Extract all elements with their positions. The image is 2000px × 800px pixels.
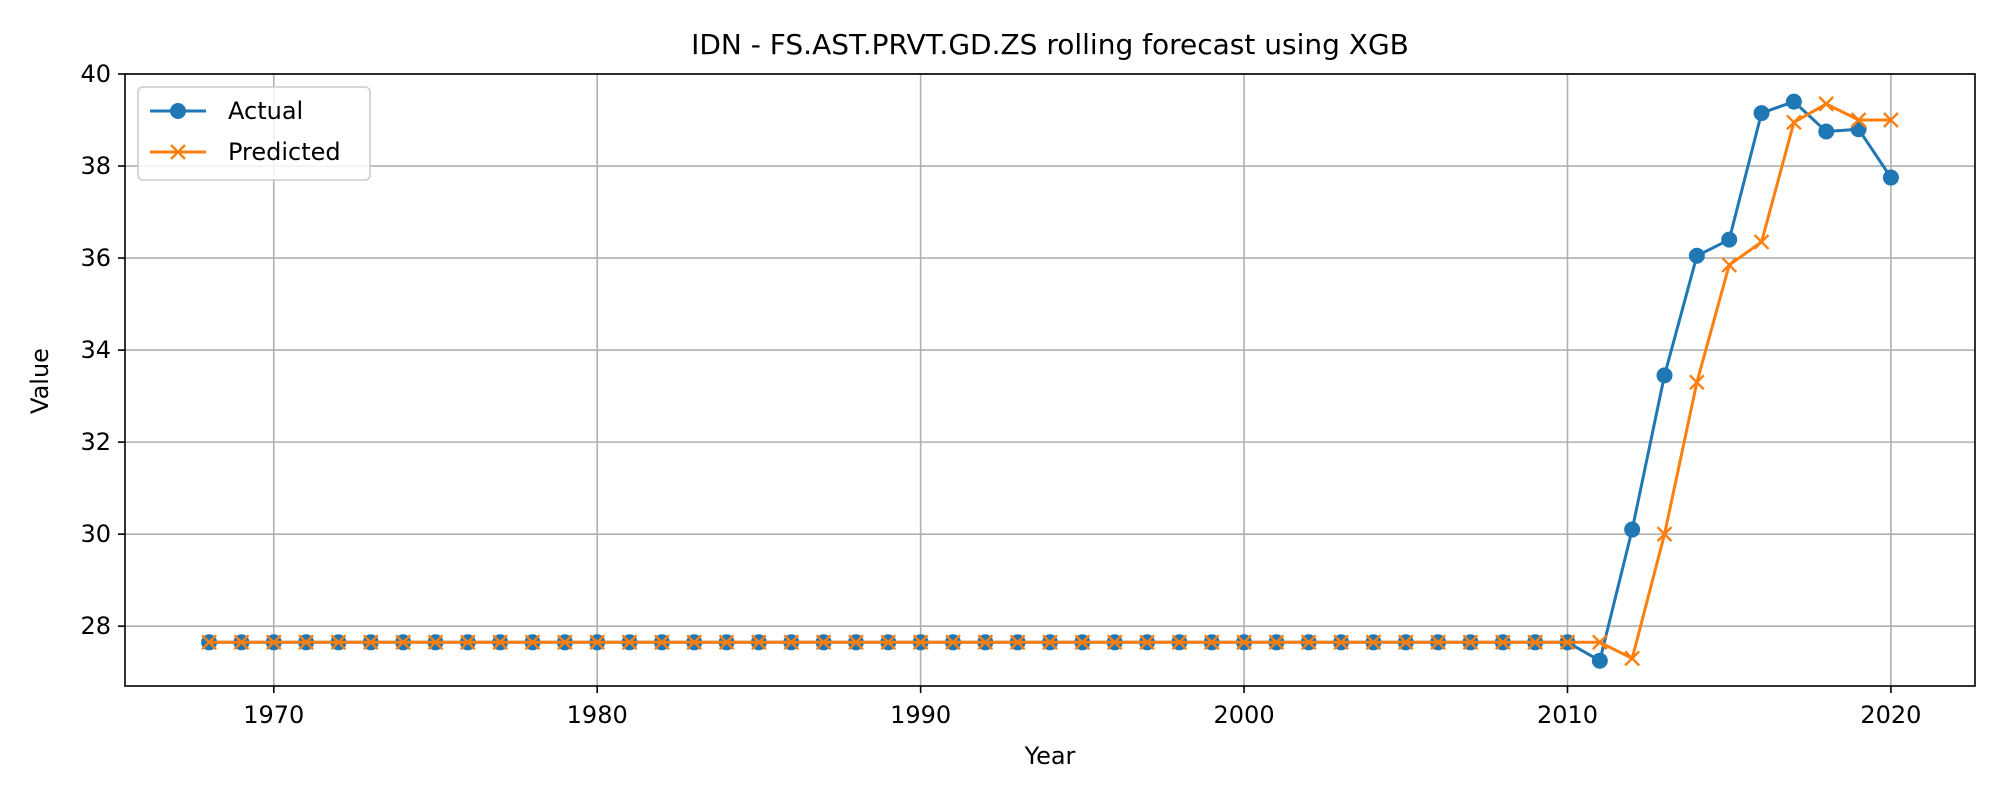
data-point-predicted (1074, 634, 1091, 651)
legend-actual-marker (170, 103, 186, 119)
data-point-actual (1753, 105, 1770, 122)
y-tick-label: 34 (80, 336, 111, 364)
data-point-predicted (1559, 634, 1576, 651)
data-point-predicted (1139, 634, 1155, 651)
data-point-predicted (977, 634, 994, 651)
data-point-actual (1882, 169, 1899, 186)
data-point-actual (1818, 123, 1835, 140)
data-point-predicted (1818, 96, 1835, 112)
data-point-actual (1785, 93, 1802, 110)
data-point-predicted (492, 634, 509, 651)
data-point-predicted (362, 634, 379, 651)
data-point-predicted (1236, 634, 1252, 651)
data-point-predicted (201, 634, 217, 651)
chart-title: IDN - FS.AST.PRVT.GD.ZS rolling forecast… (691, 28, 1409, 61)
data-point-predicted (1365, 634, 1382, 651)
data-point-predicted (1171, 634, 1188, 651)
x-tick-label: 1990 (890, 701, 951, 729)
x-tick-label: 1970 (243, 701, 304, 729)
data-point-predicted (783, 634, 800, 651)
data-point-predicted (1268, 634, 1285, 651)
data-point-actual (1591, 652, 1608, 669)
data-point-predicted (427, 634, 444, 651)
data-point-predicted (1591, 634, 1608, 651)
data-point-actual (1656, 367, 1673, 384)
y-tick-label: 38 (80, 152, 111, 180)
y-tick-label: 36 (80, 244, 111, 272)
data-point-predicted (1527, 634, 1543, 651)
data-point-predicted (1462, 634, 1479, 651)
data-point-predicted (589, 634, 606, 651)
data-point-predicted (1624, 650, 1641, 667)
legend-predicted-marker (170, 144, 186, 160)
data-point-predicted (912, 634, 929, 651)
legend-actual-label: Actual (228, 97, 303, 125)
data-point-predicted (1850, 112, 1867, 128)
x-tick-label: 2010 (1537, 701, 1598, 729)
data-point-actual (1850, 121, 1867, 138)
data-point-predicted (557, 634, 573, 651)
data-point-predicted (686, 634, 703, 651)
data-point-predicted (718, 634, 735, 651)
x-axis-title: Year (1024, 742, 1076, 770)
data-point-predicted (1494, 634, 1511, 651)
data-point-actual (1721, 231, 1738, 248)
data-point-actual (1688, 247, 1705, 264)
axis-ticks: 1970 1980 1990 2000 2010 2020 28 30 32 34 36 38 40 (80, 60, 1921, 729)
data-point-predicted (330, 634, 347, 651)
data-point-predicted (1106, 634, 1123, 651)
data-point-predicted (848, 634, 864, 651)
x-tick-label: 2000 (1214, 701, 1275, 729)
data-point-predicted (1397, 634, 1414, 651)
data-point-predicted (621, 634, 638, 651)
data-point-predicted (1430, 634, 1446, 651)
data-point-predicted (654, 634, 670, 651)
data-point-predicted (1009, 634, 1026, 651)
y-tick-label: 40 (80, 60, 111, 88)
data-point-actual (1624, 521, 1641, 538)
data-point-predicted (1753, 234, 1770, 250)
data-point-predicted (1042, 634, 1058, 651)
data-point-predicted (395, 634, 411, 651)
x-tick-label: 1980 (567, 701, 628, 729)
legend: Actual Predicted (137, 86, 371, 181)
y-tick-label: 32 (80, 428, 111, 456)
plot-series (201, 93, 1899, 669)
grid (125, 73, 1975, 686)
data-point-predicted (1786, 114, 1802, 131)
data-point-predicted (880, 634, 897, 651)
data-point-predicted (233, 634, 250, 651)
data-point-predicted (1721, 257, 1738, 273)
data-point-predicted (751, 634, 767, 651)
legend-predicted-label: Predicted (228, 138, 341, 166)
y-tick-label: 30 (80, 520, 111, 548)
y-tick-label: 28 (80, 612, 111, 640)
data-point-predicted (1689, 374, 1705, 391)
x-tick-label: 2020 (1860, 701, 1921, 729)
data-point-predicted (265, 634, 282, 651)
data-point-predicted (524, 634, 541, 651)
data-point-predicted (1656, 526, 1673, 542)
data-point-predicted (459, 634, 476, 651)
data-point-predicted (298, 634, 314, 651)
plot-frame (124, 73, 1976, 687)
data-point-predicted (945, 634, 961, 651)
data-point-predicted (1300, 634, 1317, 651)
data-point-predicted (1883, 112, 1899, 128)
data-point-predicted (1203, 634, 1220, 651)
data-point-predicted (1333, 634, 1349, 651)
data-point-predicted (815, 634, 832, 651)
y-axis-title: Value (26, 348, 54, 414)
